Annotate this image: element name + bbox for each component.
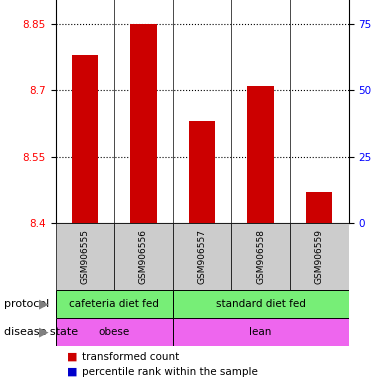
Bar xyxy=(56,318,173,346)
Text: cafeteria diet fed: cafeteria diet fed xyxy=(69,299,159,309)
Text: ▶: ▶ xyxy=(39,298,49,311)
Bar xyxy=(56,223,114,290)
Bar xyxy=(247,86,274,223)
Bar xyxy=(290,223,349,290)
Bar xyxy=(72,55,98,223)
Text: disease state: disease state xyxy=(4,327,78,337)
Bar xyxy=(130,24,157,223)
Bar xyxy=(231,223,290,290)
Text: transformed count: transformed count xyxy=(82,352,180,362)
Bar xyxy=(56,290,173,318)
Bar xyxy=(189,121,215,223)
Bar xyxy=(114,223,173,290)
Bar xyxy=(306,192,332,223)
Bar xyxy=(173,318,349,346)
Text: obese: obese xyxy=(98,327,130,337)
Text: protocol: protocol xyxy=(4,299,49,309)
Bar xyxy=(173,223,231,290)
Text: GSM906557: GSM906557 xyxy=(198,229,206,284)
Text: lean: lean xyxy=(249,327,272,337)
Text: standard diet fed: standard diet fed xyxy=(216,299,306,309)
Text: GSM906558: GSM906558 xyxy=(256,229,265,284)
Text: ■: ■ xyxy=(67,352,77,362)
Text: percentile rank within the sample: percentile rank within the sample xyxy=(82,367,258,377)
Text: GSM906555: GSM906555 xyxy=(80,229,89,284)
Bar xyxy=(173,290,349,318)
Text: GSM906559: GSM906559 xyxy=(315,229,324,284)
Text: ■: ■ xyxy=(67,367,77,377)
Text: ▶: ▶ xyxy=(39,325,49,338)
Text: GSM906556: GSM906556 xyxy=(139,229,148,284)
